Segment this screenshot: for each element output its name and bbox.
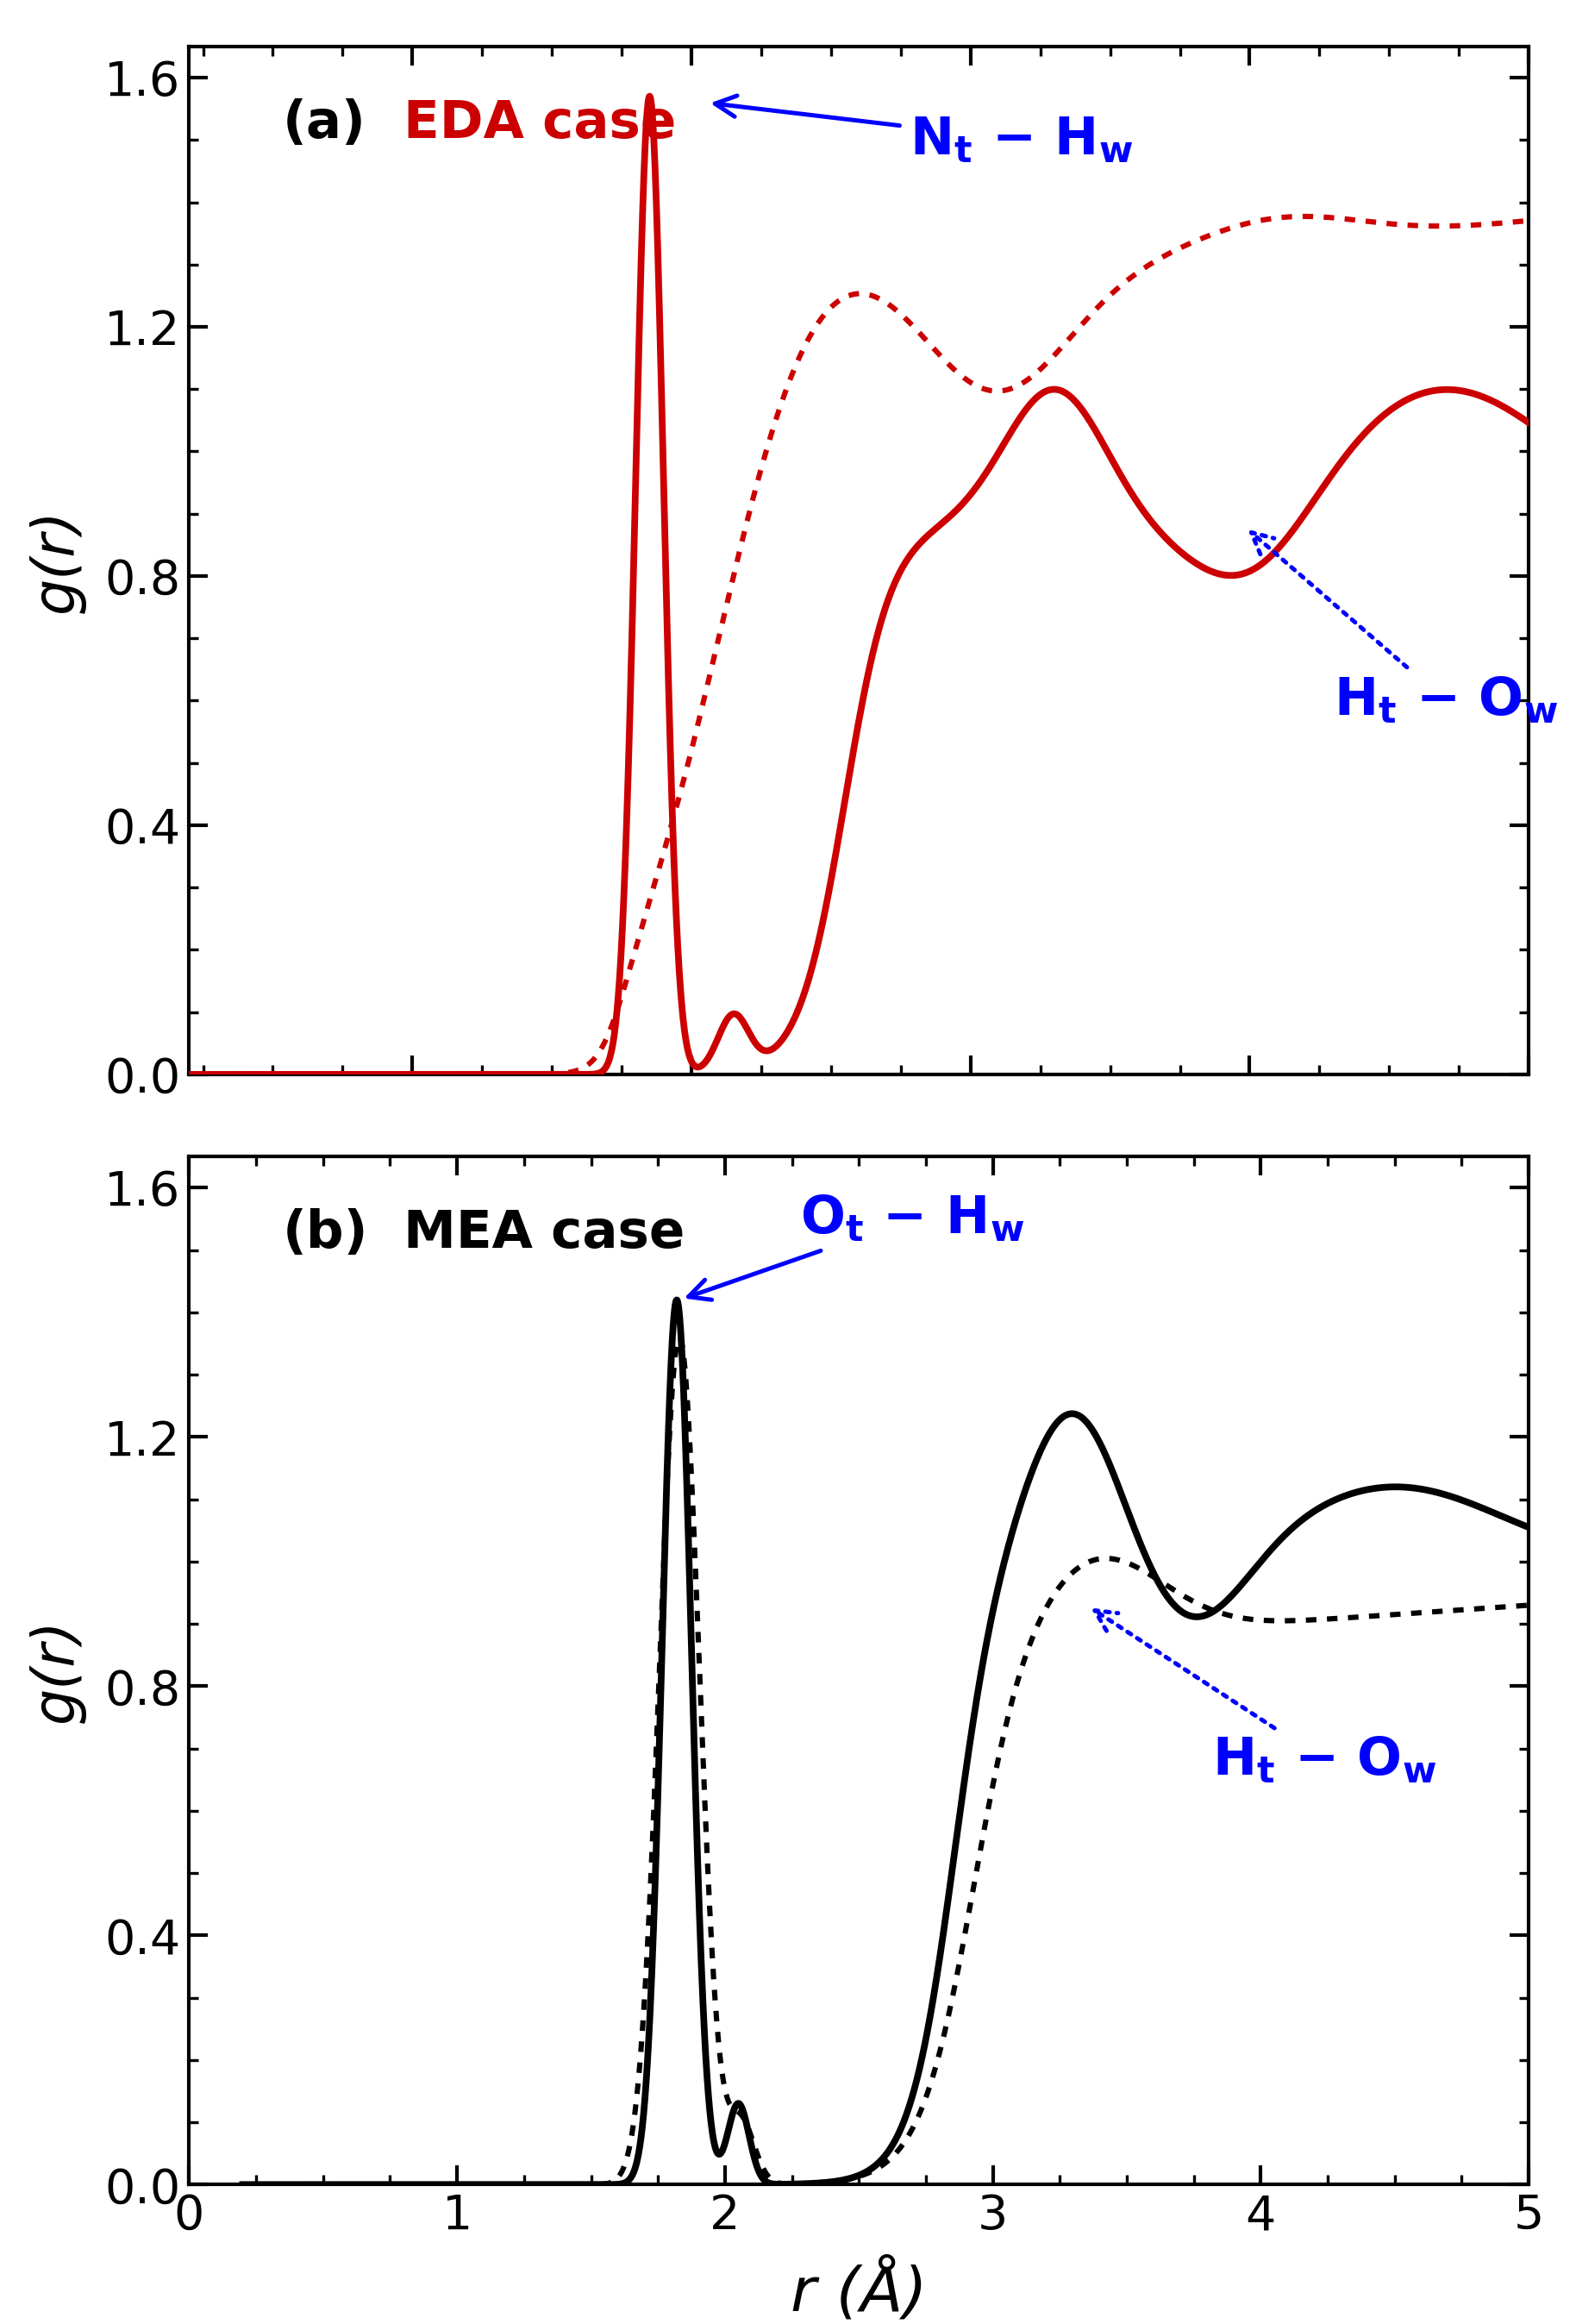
Text: (a): (a) bbox=[284, 98, 366, 149]
Text: $\mathbf{H_t}$ $\mathbf{-}$ $\mathbf{O_w}$: $\mathbf{H_t}$ $\mathbf{-}$ $\mathbf{O_w… bbox=[1251, 532, 1557, 725]
Y-axis label: g(r): g(r) bbox=[28, 509, 85, 614]
Text: $\mathbf{N_t}$ $\mathbf{-}$ $\mathbf{H_w}$: $\mathbf{N_t}$ $\mathbf{-}$ $\mathbf{H_w… bbox=[716, 95, 1133, 165]
Text: (b): (b) bbox=[284, 1208, 369, 1260]
Text: $\mathbf{O_t}$ $\mathbf{-}$ $\mathbf{H_w}$: $\mathbf{O_t}$ $\mathbf{-}$ $\mathbf{H_w… bbox=[689, 1195, 1024, 1299]
Y-axis label: g(r): g(r) bbox=[28, 1618, 85, 1722]
Text: MEA case: MEA case bbox=[403, 1208, 686, 1260]
Text: EDA case: EDA case bbox=[403, 98, 676, 149]
Text: $\mathbf{H_t}$ $\mathbf{-}$ $\mathbf{O_w}$: $\mathbf{H_t}$ $\mathbf{-}$ $\mathbf{O_w… bbox=[1095, 1611, 1437, 1787]
X-axis label: r (Å): r (Å) bbox=[791, 2259, 927, 2324]
